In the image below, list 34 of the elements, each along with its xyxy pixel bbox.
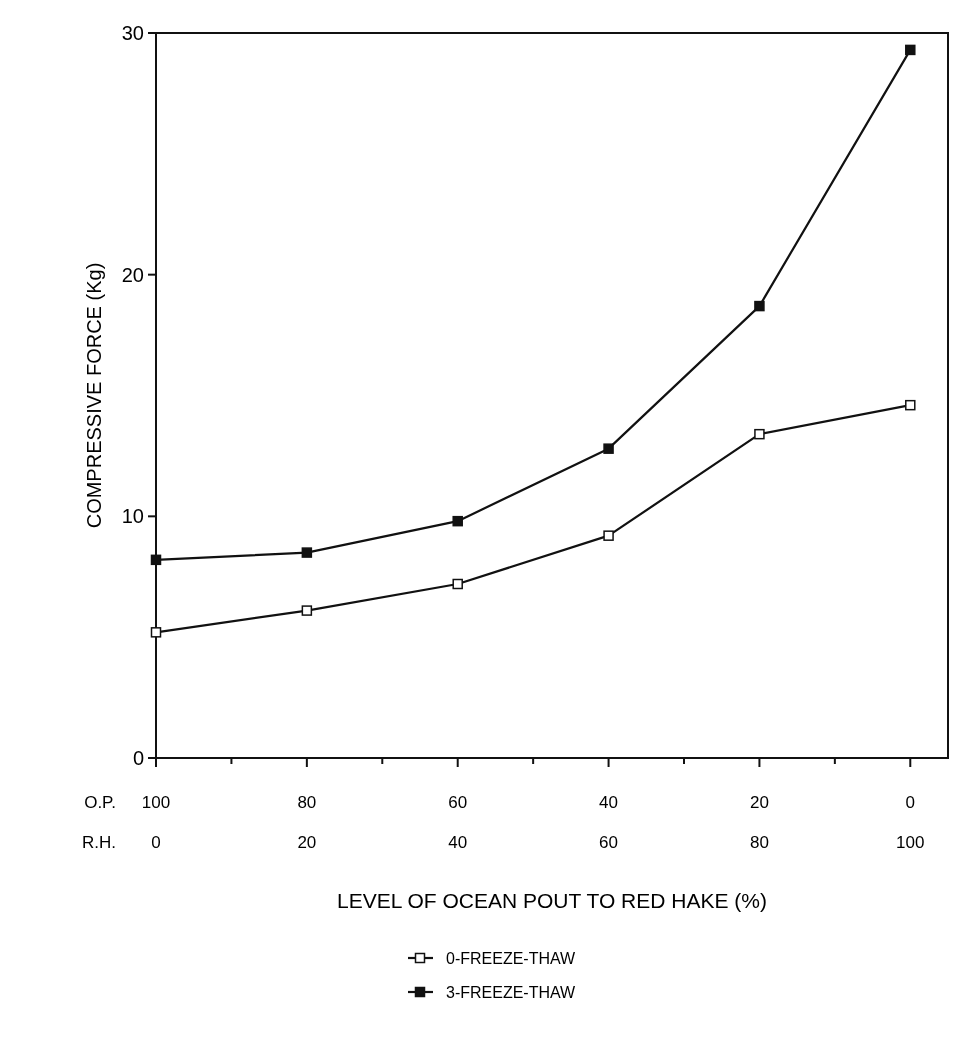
- y-tick-label: 10: [121, 505, 144, 528]
- point: [452, 515, 463, 527]
- point: [150, 554, 162, 566]
- y-tick-label: 0: [132, 747, 144, 769]
- x-tick-label: 40: [599, 793, 619, 812]
- x-tick-label: 20: [749, 793, 769, 812]
- point: [603, 443, 614, 454]
- point: [905, 44, 916, 56]
- legend-label: 0-FREEZE-THAW: [446, 950, 577, 967]
- point: [603, 530, 614, 541]
- point: [754, 300, 765, 312]
- point: [301, 547, 313, 558]
- x2-tick-label: 20: [297, 833, 317, 852]
- x-axis-title: LEVEL OF OCEAN POUT TO RED HAKE (%): [337, 889, 767, 912]
- legend-label: 3-FREEZE-THAW: [446, 984, 577, 1001]
- x2-tick-label: 80: [749, 833, 769, 852]
- x-tick-label: 100: [141, 793, 171, 812]
- x-tick-label: 80: [297, 793, 317, 812]
- x2-tick-label: 60: [599, 833, 619, 852]
- text: O.P.: [84, 793, 116, 812]
- y-axis-title: COMPRESSIVE FORCE (Kg): [83, 262, 105, 529]
- point: [150, 627, 162, 638]
- point: [452, 578, 463, 590]
- x2-tick-label: 0: [151, 833, 161, 852]
- x2-tick-label: 100: [896, 833, 925, 852]
- point: [301, 605, 313, 616]
- x2-tick-label: 40: [448, 833, 468, 852]
- point: [754, 428, 765, 440]
- y-tick-label: 20: [121, 263, 144, 286]
- x-tick-label: 60: [448, 793, 468, 812]
- x-tick-label: 0: [905, 793, 916, 812]
- text: R.H.: [82, 833, 116, 852]
- y-tick-label: 30: [121, 22, 144, 44]
- point: [905, 399, 916, 411]
